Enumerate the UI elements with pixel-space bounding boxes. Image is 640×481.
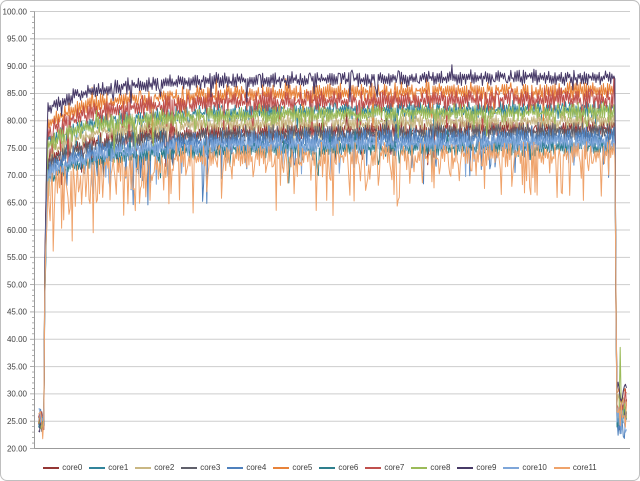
y-axis-label: 65.00 — [7, 198, 28, 207]
y-axis — [30, 11, 630, 449]
series-line-core9 — [38, 64, 627, 433]
series-line-core5 — [38, 74, 627, 429]
y-axis-labels: 100.00 95.00 90.00 85.00 80.00 75.00 70.00 65.0… — [3, 7, 28, 453]
y-axis-label: 100.00 — [3, 7, 28, 16]
y-axis-label: 95.00 — [7, 35, 28, 44]
y-axis-label: 50.00 — [7, 280, 28, 289]
y-axis-label: 60.00 — [7, 226, 28, 235]
series-line-core8 — [38, 101, 627, 430]
y-axis-label: 40.00 — [7, 335, 28, 344]
series-line-core11 — [38, 131, 627, 440]
y-axis-label: 70.00 — [7, 171, 28, 180]
y-axis-label: 20.00 — [7, 444, 28, 453]
y-axis-label: 45.00 — [7, 308, 28, 317]
y-axis-label: 35.00 — [7, 362, 28, 371]
y-axis-label: 25.00 — [7, 417, 28, 426]
series-line-core10 — [38, 130, 627, 434]
y-axis-label: 90.00 — [7, 62, 28, 71]
y-axis-label: 80.00 — [7, 117, 28, 126]
series-lines — [38, 64, 627, 440]
series-line-core3 — [38, 117, 627, 432]
y-axis-label: 85.00 — [7, 89, 28, 98]
series-line-core7 — [38, 76, 627, 418]
y-axis-label: 55.00 — [7, 253, 28, 262]
y-axis-label: 30.00 — [7, 390, 28, 399]
y-axis-label: 75.00 — [7, 144, 28, 153]
